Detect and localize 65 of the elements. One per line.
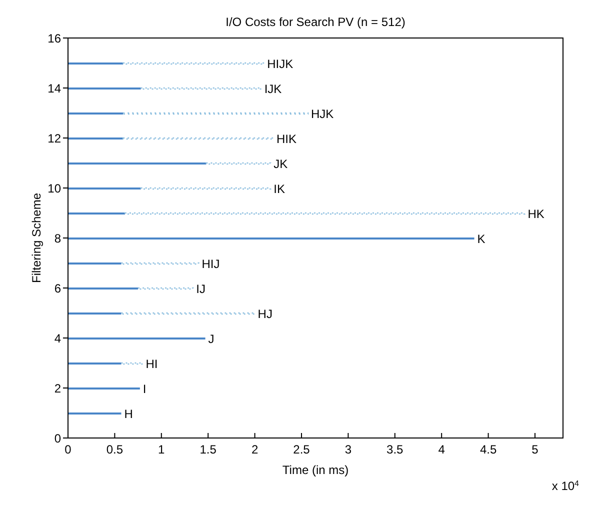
data-label: HIJ — [202, 256, 220, 271]
bar — [140, 87, 262, 90]
bar — [122, 112, 309, 115]
bar — [206, 162, 272, 165]
data-label: HK — [528, 206, 544, 221]
bar — [68, 62, 124, 64]
chart-title: I/O Costs for Search PV (n = 512) — [226, 15, 406, 29]
y-tick-label: 10 — [48, 181, 62, 196]
bar — [68, 138, 124, 140]
x-tick-label: 0.5 — [106, 442, 124, 457]
data-label: JK — [274, 156, 288, 171]
data-label: HIJK — [267, 56, 294, 71]
x-tick-label: 4.5 — [480, 442, 497, 457]
bar — [68, 312, 122, 314]
bar — [68, 162, 206, 164]
bar — [68, 288, 138, 290]
y-tick-label: 6 — [54, 281, 62, 296]
y-tick-label: 8 — [54, 231, 62, 246]
data-label: K — [477, 232, 486, 246]
bar — [68, 112, 124, 114]
bar — [68, 88, 141, 90]
data-label: J — [208, 332, 214, 346]
data-label: IJK — [264, 82, 282, 96]
bar — [68, 262, 122, 264]
data-label: IK — [274, 182, 286, 196]
y-tick-label: 16 — [48, 31, 62, 46]
bar — [68, 188, 141, 190]
bar — [68, 412, 122, 414]
x-tick-label: 2.5 — [293, 442, 310, 457]
data-label: HIK — [276, 132, 296, 146]
x-tick-label: 0 — [64, 442, 72, 457]
x-axis-title: Time (in ms) — [282, 463, 349, 477]
x-tick-label: 1.5 — [200, 442, 217, 457]
data-label: HI — [146, 356, 158, 371]
x-tick-label: 4 — [438, 442, 446, 457]
bar — [68, 238, 474, 240]
y-tick-label: 0 — [54, 431, 62, 446]
x-tick-label: 3.5 — [386, 442, 404, 457]
x-tick-label: 5 — [532, 442, 539, 457]
bar — [140, 187, 272, 190]
bar — [68, 362, 122, 364]
bar — [124, 212, 526, 215]
bar — [122, 62, 265, 65]
bar — [68, 212, 125, 214]
data-label: HJK — [311, 106, 334, 121]
y-tick-label: 4 — [54, 331, 62, 346]
data-label: HJ — [258, 306, 272, 321]
x-tick-label: 1 — [158, 442, 166, 457]
data-label: I — [142, 382, 146, 396]
data-label: IJ — [196, 282, 206, 296]
bar — [120, 312, 256, 315]
y-tick-label: 14 — [48, 81, 62, 96]
text: x 10$^{4}$ — [552, 478, 580, 493]
bar — [120, 362, 144, 365]
bar — [68, 338, 206, 340]
data-label: H — [124, 406, 133, 421]
bar — [120, 262, 200, 265]
bar — [68, 388, 140, 390]
y-tick-label: 2 — [54, 381, 62, 396]
x-tick-label: 2 — [251, 442, 258, 457]
x-tick-label: 3 — [344, 442, 352, 457]
bar — [122, 137, 274, 140]
y-axis-title: Filtering Scheme — [29, 192, 44, 284]
y-tick-label: 12 — [48, 131, 62, 146]
bar — [137, 287, 194, 290]
